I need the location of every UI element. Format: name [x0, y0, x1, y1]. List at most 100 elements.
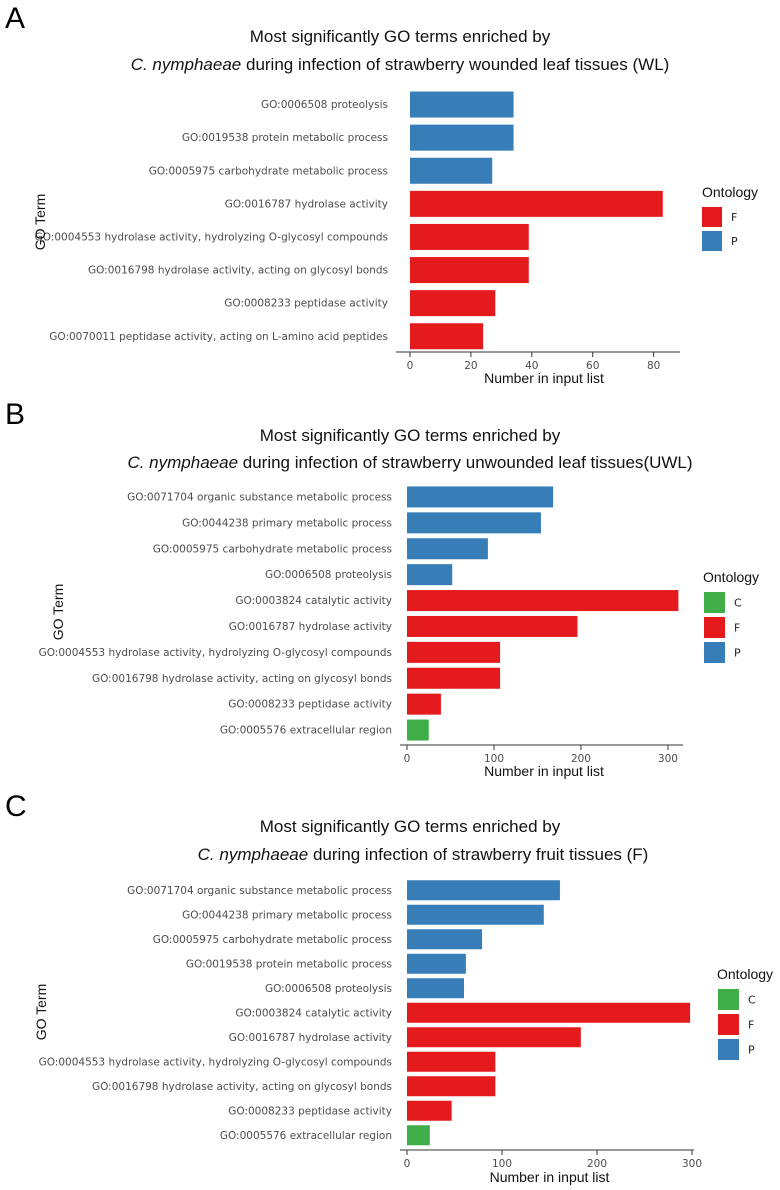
x-tick-label: 200	[587, 1158, 607, 1170]
legend-swatch-f	[718, 1014, 739, 1035]
x-axis-title: Number in input list	[490, 1169, 610, 1185]
legend-swatch-p	[718, 1039, 739, 1060]
y-axis-title: GO Term	[50, 584, 66, 641]
bar	[407, 1125, 430, 1146]
panel-c: C Most significantly GO terms enriched by…	[5, 790, 773, 1185]
x-tick-label: 0	[404, 753, 411, 765]
bar	[407, 1027, 581, 1048]
legend-label: P	[748, 1044, 755, 1057]
panel-a: A Most significantly GO terms enriched by…	[5, 2, 758, 386]
legend-label: F	[734, 622, 740, 635]
legend-label: C	[734, 597, 742, 610]
category-label: GO:0004553 hydrolase activity, hydrolyzi…	[35, 231, 388, 243]
bar	[410, 257, 529, 284]
category-label: GO:0016787 hydrolase activity	[229, 621, 392, 633]
category-label: GO:0016787 hydrolase activity	[229, 1032, 392, 1044]
bar	[410, 323, 484, 350]
legend-swatch-c	[704, 592, 725, 613]
x-tick-label: 40	[525, 360, 538, 372]
y-axis-title: GO Term	[32, 194, 48, 251]
bar	[407, 590, 679, 612]
legend-label: P	[731, 235, 738, 248]
x-tick-label: 300	[658, 753, 678, 765]
legend: Ontology CFP	[717, 966, 773, 1060]
category-label: GO:0071704 organic substance metabolic p…	[127, 491, 392, 503]
category-label: GO:0005576 extracellular region	[220, 725, 392, 737]
category-label: GO:0008233 peptidase activity	[228, 699, 392, 711]
category-label: GO:0008233 peptidase activity	[228, 1105, 392, 1117]
tissue-tag: (F)	[627, 845, 649, 864]
category-label: GO:0019538 protein metabolic process	[182, 132, 388, 144]
chart-title-line2: C. nymphaeae during infection of strawbe…	[131, 55, 670, 74]
bar	[407, 1051, 496, 1072]
legend-label: C	[748, 994, 756, 1007]
chart-title-line2: C. nymphaeae during infection of strawbe…	[198, 845, 649, 864]
bar	[407, 880, 560, 901]
bar	[407, 641, 501, 663]
category-label: GO:0070011 peptidase activity, acting on…	[49, 331, 388, 343]
category-label: GO:0071704 organic substance metabolic p…	[127, 885, 392, 897]
chart-title-line1: Most significantly GO terms enriched by	[260, 817, 561, 836]
legend-label: F	[748, 1019, 754, 1032]
legend-swatch-c	[718, 989, 739, 1010]
category-label: GO:0005975 carbohydrate metabolic proces…	[153, 934, 392, 946]
legend-swatch-f	[702, 207, 722, 227]
bar	[407, 512, 541, 534]
category-label: GO:0003824 catalytic activity	[235, 1007, 392, 1019]
category-label: GO:0016798 hydrolase activity, acting on…	[92, 673, 392, 685]
category-label: GO:0005975 carbohydrate metabolic proces…	[153, 543, 392, 555]
x-tick-label: 80	[647, 360, 660, 372]
x-tick-label: 300	[682, 1158, 702, 1170]
bar	[407, 1076, 496, 1097]
category-label: GO:0004553 hydrolase activity, hydrolyzi…	[39, 647, 392, 659]
x-tick-label: 200	[571, 753, 591, 765]
legend-swatch-f	[704, 617, 725, 638]
panel-letter: B	[5, 398, 25, 431]
chart-title-line2: C. nymphaeae during infection of strawbe…	[127, 453, 692, 472]
legend-title: Ontology	[717, 966, 773, 982]
bar	[407, 667, 501, 689]
y-axis-title: GO Term	[33, 984, 49, 1041]
bar	[407, 486, 554, 508]
species-name: C. nymphaeae	[131, 55, 242, 74]
bar	[407, 538, 488, 560]
bar	[410, 124, 514, 151]
bar	[410, 290, 496, 317]
bar	[410, 223, 529, 250]
tissue-tag: (UWL)	[643, 453, 692, 472]
category-label: GO:0005576 extracellular region	[220, 1130, 392, 1142]
bar	[407, 929, 483, 950]
category-label: GO:0044238 primary metabolic process	[182, 909, 392, 921]
category-label: GO:0006508 proteolysis	[265, 569, 392, 581]
legend: Ontology FP	[702, 184, 758, 251]
x-tick-label: 100	[484, 753, 504, 765]
legend: Ontology CFP	[703, 569, 759, 663]
bar	[407, 615, 578, 637]
title-description: during infection of strawberry unwounded…	[238, 453, 643, 472]
category-label: GO:0044238 primary metabolic process	[182, 517, 392, 529]
x-axis-title: Number in input list	[484, 763, 604, 779]
x-tick-label: 0	[407, 360, 414, 372]
category-label: GO:0019538 protein metabolic process	[186, 958, 392, 970]
bar	[410, 157, 493, 184]
category-label: GO:0006508 proteolysis	[261, 99, 388, 111]
bar	[407, 953, 466, 974]
legend-swatch-p	[702, 231, 722, 251]
category-label: GO:0006508 proteolysis	[265, 983, 392, 995]
x-tick-label: 20	[464, 360, 477, 372]
category-label: GO:0004553 hydrolase activity, hydrolyzi…	[39, 1056, 392, 1068]
legend-label: F	[731, 211, 737, 224]
legend-swatch-p	[704, 642, 725, 663]
category-label: GO:0016798 hydrolase activity, acting on…	[92, 1081, 392, 1093]
category-label: GO:0016798 hydrolase activity, acting on…	[88, 265, 388, 277]
bar	[410, 190, 663, 217]
species-name: C. nymphaeae	[127, 453, 238, 472]
panel-letter: A	[5, 2, 25, 35]
panel-letter: C	[5, 790, 27, 823]
bar	[407, 904, 544, 925]
x-tick-label: 100	[492, 1158, 512, 1170]
title-description: during infection of strawberry fruit tis…	[308, 845, 626, 864]
bar	[407, 719, 429, 741]
bar	[407, 1100, 452, 1121]
category-label: GO:0016787 hydrolase activity	[225, 198, 388, 210]
